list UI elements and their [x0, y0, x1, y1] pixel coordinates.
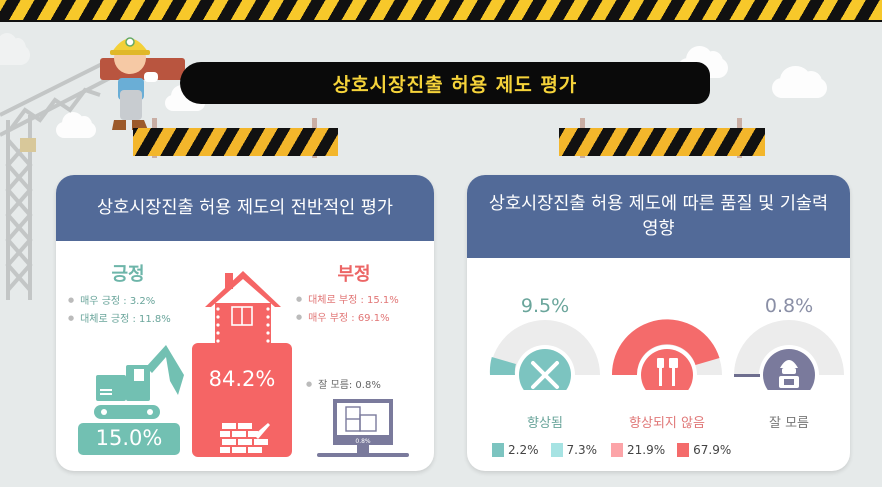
gauge-improved: 9.5% 향상됨 2.2% 7.3%	[485, 280, 605, 470]
cloud-icon	[0, 33, 30, 65]
negative-item: 대체로 부정 : 15.1%	[296, 291, 399, 309]
monitor-blueprint-icon: 0.8%	[317, 399, 409, 457]
positive-breakdown: 매우 긍정 : 3.2% 대체로 긍정 : 11.8%	[68, 292, 171, 328]
gauge-value: 0.8%	[764, 295, 814, 317]
negative-title: 부정	[337, 264, 371, 285]
legend-value: 2.2%	[508, 443, 539, 457]
page-title: 상호시장진출 허용 제도 평가	[332, 73, 578, 96]
quality-impact-card: 상호시장진출 허용 제도에 따른 품질 및 기술력 영향 9.5% 향상됨 2.…	[467, 175, 850, 471]
negative-total: 84.2%	[208, 367, 276, 391]
brick-wall-icon	[220, 423, 270, 453]
gauge-label: 향상되지 않음	[629, 416, 705, 431]
positive-total-block: 15.0%	[78, 423, 180, 455]
gauge-label: 잘 모름	[768, 416, 809, 431]
legend-swatch	[492, 443, 504, 457]
page-title-banner: 상호시장진출 허용 제도 평가	[180, 62, 710, 104]
negative-total-block: 84.2%	[192, 343, 292, 457]
excavator-icon	[94, 345, 184, 419]
negative-breakdown: 대체로 부정 : 15.1% 매우 부정 : 69.1%	[296, 291, 399, 327]
card-title: 상호시장진출 허용 제도에 따른 품질 및 기술력 영향	[467, 175, 850, 258]
positive-item: 매우 긍정 : 3.2%	[68, 292, 171, 310]
svg-text:0.8%: 0.8%	[355, 438, 371, 445]
legend-value: 67.9%	[693, 443, 732, 457]
legend-swatch	[611, 443, 623, 457]
gauge-not-improved: 89.7 향상되지 않음 21.9% 67.9%	[607, 280, 731, 470]
caution-barrier-left	[133, 128, 338, 156]
card-title: 상호시장진출 허용 제도의 전반적인 평가	[56, 175, 434, 241]
gauge-value: 9.5%	[520, 295, 570, 317]
cloud-icon	[56, 112, 96, 138]
gauge-label: 향상됨	[527, 416, 563, 431]
gauge-value: 89.7	[645, 295, 689, 317]
construction-worker-mascot	[100, 37, 185, 130]
overall-evaluation-card: 상호시장진출 허용 제도의 전반적인 평가 긍정 매우 긍정 : 3.2% 대체…	[56, 175, 434, 471]
negative-item: 매우 부정 : 69.1%	[296, 309, 399, 327]
house-icon	[205, 271, 281, 349]
legend-value: 7.3%	[566, 443, 598, 457]
cloud-icon	[772, 66, 827, 98]
legend-value: 21.9%	[627, 443, 666, 457]
caution-stripe-top	[0, 0, 882, 22]
legend-swatch	[677, 443, 690, 457]
positive-title: 긍정	[111, 264, 145, 285]
caution-barrier-right	[559, 128, 765, 156]
gauge-legend: 2.2% 7.3%	[492, 443, 609, 457]
positive-total: 15.0%	[95, 426, 163, 450]
gauge-legend: 21.9% 67.9%	[611, 443, 743, 457]
legend-swatch	[550, 443, 563, 457]
unknown-note: 잘 모름: 0.8%	[306, 376, 381, 391]
gauge-unknown: 0.8% 잘 모름	[729, 280, 849, 470]
positive-item: 대체로 긍정 : 11.8%	[68, 310, 171, 328]
crane-icon	[0, 58, 111, 300]
